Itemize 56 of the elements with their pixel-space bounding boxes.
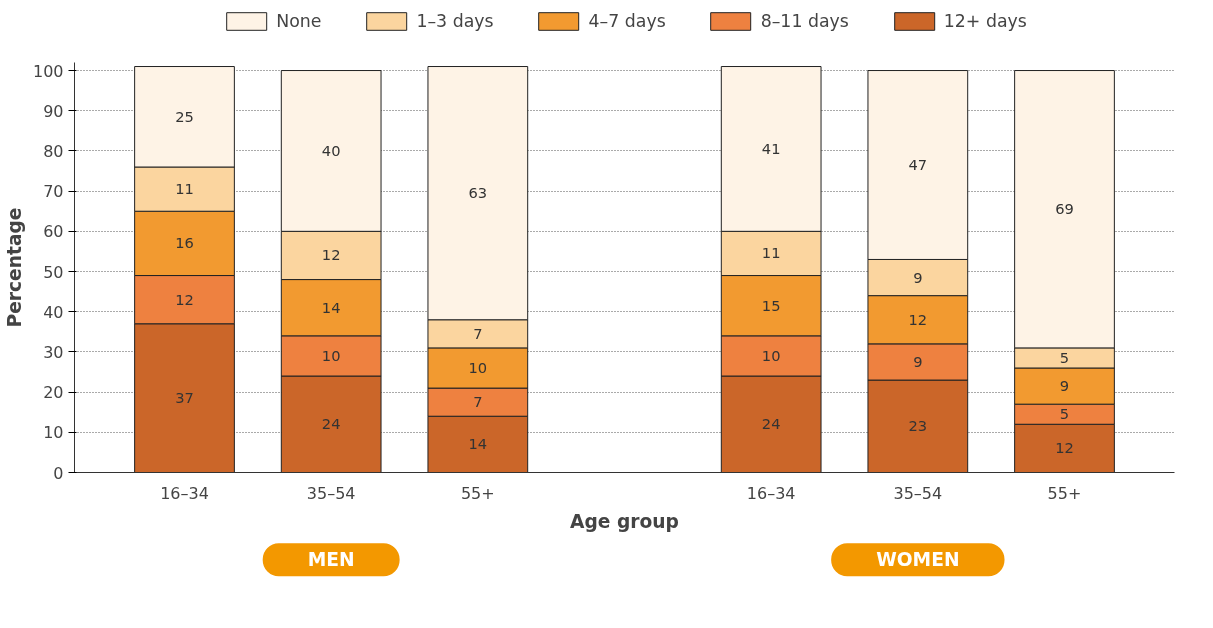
data-label: 7 — [473, 393, 483, 411]
data-label: 10 — [761, 346, 781, 364]
data-label: 5 — [1059, 348, 1070, 366]
data-label: 9 — [1059, 377, 1070, 395]
text: WOMEN — [876, 549, 960, 571]
y-tick-label: 40 — [43, 302, 64, 322]
legend-label: 1–3 days — [416, 11, 494, 31]
data-label: 14 — [321, 298, 341, 316]
data-label: 9 — [913, 352, 923, 370]
data-label: 12 — [1055, 439, 1074, 457]
y-tick-label: 0 — [53, 463, 64, 483]
data-label: 9 — [913, 268, 923, 286]
data-label: 12 — [321, 246, 341, 264]
data-label: 25 — [175, 107, 194, 125]
legend-label: None — [276, 11, 322, 31]
data-label: 69 — [1055, 200, 1074, 218]
data-label: 12 — [175, 290, 194, 308]
data-label: 15 — [761, 296, 781, 314]
y-tick-label: 100 — [32, 61, 64, 81]
x-tick-label: 16–34 — [160, 483, 209, 503]
data-label: 37 — [175, 389, 194, 407]
x-tick-label: 55+ — [460, 483, 495, 503]
text: MEN — [307, 549, 355, 571]
y-tick-label: 70 — [43, 182, 64, 202]
legend-label: 4–7 days — [588, 11, 666, 31]
x-tick-label: 55+ — [1047, 483, 1082, 503]
legend-label: 8–11 days — [760, 11, 849, 31]
y-tick-label: 10 — [43, 423, 64, 443]
x-tick-label: 35–54 — [893, 483, 943, 503]
data-label: 7 — [473, 324, 483, 342]
data-label: 5 — [1059, 405, 1070, 423]
data-label: 63 — [468, 184, 488, 202]
x-axis-title: Age group — [570, 510, 679, 532]
y-tick-label: 30 — [43, 342, 64, 362]
y-axis-title: Percentage — [3, 207, 25, 328]
data-label: 12 — [908, 310, 928, 328]
y-tick-label: 90 — [43, 101, 64, 121]
y-tick-label: 50 — [43, 262, 64, 282]
data-label: 40 — [321, 141, 341, 159]
data-label: 47 — [908, 156, 928, 173]
y-tick-label: 60 — [43, 222, 64, 242]
data-label: 10 — [321, 346, 341, 364]
data-label: 14 — [468, 435, 488, 453]
data-label: 11 — [175, 180, 194, 198]
data-label: 41 — [761, 139, 781, 157]
legend-label: 12+ days — [943, 11, 1027, 31]
data-label: 24 — [321, 415, 341, 433]
data-label: 11 — [761, 244, 781, 262]
data-label: 16 — [175, 234, 194, 252]
data-label: 24 — [761, 415, 781, 433]
data-label: 10 — [468, 358, 488, 376]
y-tick-label: 20 — [43, 383, 64, 403]
data-label: 23 — [908, 417, 928, 435]
y-tick-label: 80 — [43, 141, 64, 161]
x-tick-label: 35–54 — [306, 483, 356, 503]
x-tick-label: 16–34 — [746, 483, 796, 503]
